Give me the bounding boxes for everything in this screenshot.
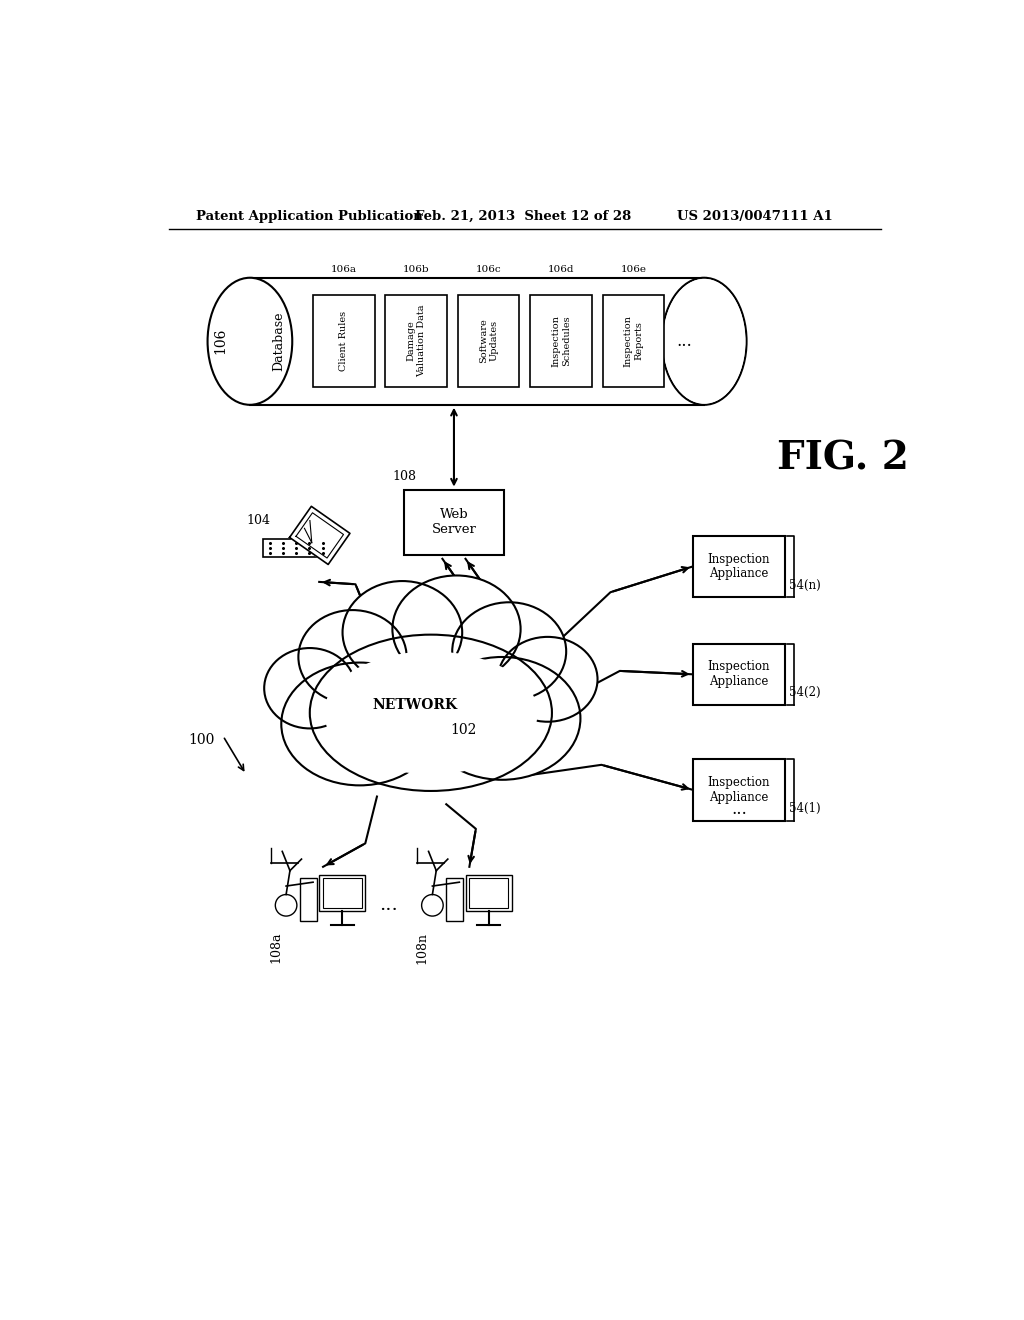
FancyBboxPatch shape (300, 878, 316, 921)
Text: 104: 104 (246, 513, 270, 527)
Text: 102: 102 (451, 723, 476, 737)
Ellipse shape (392, 576, 520, 682)
Ellipse shape (343, 581, 462, 684)
FancyBboxPatch shape (446, 878, 463, 921)
Ellipse shape (208, 277, 292, 405)
Text: 54(n): 54(n) (788, 578, 820, 591)
FancyBboxPatch shape (319, 875, 366, 911)
FancyBboxPatch shape (466, 875, 512, 911)
Ellipse shape (453, 602, 566, 701)
FancyBboxPatch shape (263, 539, 329, 557)
Text: Software
Updates: Software Updates (479, 318, 499, 363)
Text: ...: ... (676, 333, 692, 350)
Text: 106c: 106c (476, 265, 502, 275)
Text: Patent Application Publication: Patent Application Publication (196, 210, 423, 223)
Text: Inspection
Appliance: Inspection Appliance (708, 553, 770, 581)
Ellipse shape (663, 279, 745, 404)
Polygon shape (290, 507, 350, 565)
FancyBboxPatch shape (530, 294, 592, 387)
Text: Client Rules: Client Rules (339, 310, 348, 371)
Text: ...: ... (379, 896, 398, 915)
Ellipse shape (424, 657, 581, 780)
FancyBboxPatch shape (458, 294, 519, 387)
Ellipse shape (310, 635, 552, 791)
Text: 106d: 106d (548, 265, 574, 275)
FancyBboxPatch shape (692, 759, 785, 821)
Text: Inspection
Appliance: Inspection Appliance (708, 776, 770, 804)
Ellipse shape (324, 651, 538, 775)
Text: Inspection
Appliance: Inspection Appliance (708, 660, 770, 688)
Text: Web
Server: Web Server (431, 508, 476, 536)
Text: 108n: 108n (416, 932, 428, 964)
Ellipse shape (264, 648, 355, 729)
FancyBboxPatch shape (469, 878, 508, 908)
Text: 54(2): 54(2) (788, 686, 820, 700)
Text: US 2013/0047111 A1: US 2013/0047111 A1 (677, 210, 833, 223)
Text: FIG. 2: FIG. 2 (777, 440, 909, 478)
Text: 108a: 108a (269, 932, 283, 964)
Text: NETWORK: NETWORK (373, 698, 458, 711)
FancyBboxPatch shape (692, 536, 785, 598)
FancyBboxPatch shape (692, 644, 785, 705)
FancyBboxPatch shape (403, 490, 504, 554)
Text: 106a: 106a (331, 265, 356, 275)
FancyBboxPatch shape (313, 294, 375, 387)
FancyBboxPatch shape (385, 294, 447, 387)
FancyBboxPatch shape (602, 294, 665, 387)
Text: Inspection
Schedules: Inspection Schedules (551, 315, 570, 367)
Text: 100: 100 (188, 733, 215, 747)
Text: Feb. 21, 2013  Sheet 12 of 28: Feb. 21, 2013 Sheet 12 of 28 (416, 210, 632, 223)
Ellipse shape (282, 663, 438, 785)
FancyBboxPatch shape (250, 277, 705, 405)
Text: 106e: 106e (621, 265, 646, 275)
Text: ...: ... (731, 800, 746, 817)
Text: 54(1): 54(1) (788, 801, 820, 814)
Text: Inspection
Reports: Inspection Reports (624, 315, 643, 367)
Text: Damage
Valuation Data: Damage Valuation Data (407, 305, 426, 378)
Text: 108: 108 (392, 470, 417, 483)
Ellipse shape (298, 610, 407, 704)
Text: 106: 106 (214, 329, 227, 355)
Ellipse shape (662, 277, 746, 405)
Text: Database: Database (272, 312, 286, 371)
Ellipse shape (498, 636, 598, 722)
Text: 106b: 106b (402, 265, 429, 275)
FancyBboxPatch shape (323, 878, 361, 908)
